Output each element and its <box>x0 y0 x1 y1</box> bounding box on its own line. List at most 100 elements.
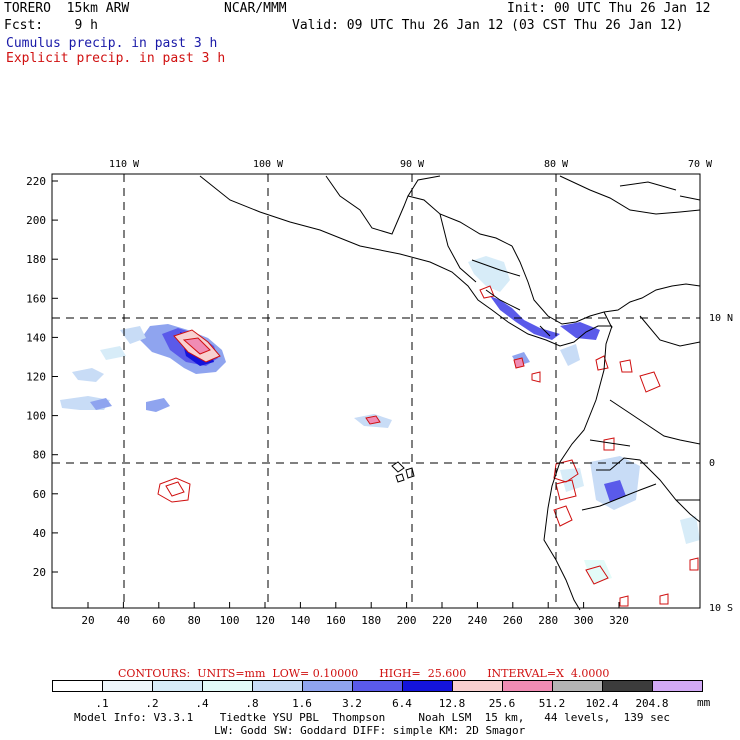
colorbar-label: .1 <box>95 697 109 710</box>
colorbar-swatch <box>502 680 553 692</box>
model-name: TORERO 15km ARW <box>4 1 130 16</box>
x-tick-label: 20 <box>81 614 94 627</box>
explicit-contour <box>182 337 211 355</box>
latitude-label: 10 N <box>709 313 733 324</box>
explicit-contour <box>555 479 577 501</box>
x-tick-label: 240 <box>467 614 487 627</box>
y-tick-label: 40 <box>33 527 46 540</box>
x-tick-label: 180 <box>361 614 381 627</box>
y-tick-label: 200 <box>26 214 46 227</box>
latitude-label: 10 S <box>709 603 733 614</box>
x-tick-label: 80 <box>188 614 201 627</box>
contours-info: CONTOURS: UNITS=mm LOW= 0.10000 HIGH= 25… <box>118 667 610 680</box>
explicit-contour <box>585 565 609 585</box>
organization: NCAR/MMM <box>224 1 287 16</box>
cumulus-area <box>680 516 700 544</box>
colorbar-label: 204.8 <box>635 697 669 710</box>
colorbar-label: .2 <box>145 697 159 710</box>
colorbar-label: 3.2 <box>342 697 362 710</box>
colorbar-label: .4 <box>195 697 209 710</box>
colorbar-swatch <box>152 680 203 692</box>
longitude-label: 90 W <box>400 159 425 170</box>
x-tick-label: 100 <box>220 614 240 627</box>
colorbar-swatch <box>402 680 453 692</box>
cumulus-area <box>560 322 600 340</box>
longitude-label: 80 W <box>544 159 569 170</box>
colorbar-swatch <box>352 680 403 692</box>
valid-time: Valid: 09 UTC Thu 26 Jan 12 (03 CST Thu … <box>292 18 684 33</box>
cumulus-area <box>72 368 104 382</box>
explicit-contour <box>689 557 699 571</box>
map-frame <box>51 173 701 609</box>
explicit-contour <box>639 371 661 393</box>
longitude-label: 70 W <box>688 159 713 170</box>
colorbar-swatch <box>552 680 603 692</box>
y-tick-label: 180 <box>26 253 46 266</box>
cumulus-area <box>120 326 146 344</box>
cumulus-area <box>146 398 170 412</box>
colorbar-swatch <box>52 680 103 692</box>
y-tick-label: 60 <box>33 488 46 501</box>
x-tick-label: 120 <box>255 614 275 627</box>
colorbar-swatch <box>252 680 303 692</box>
longitude-labels: 110 W 100 W 90 W 80 W 70 W <box>109 159 713 170</box>
coastlines <box>199 175 701 611</box>
latitude-label: 0 <box>709 458 715 469</box>
x-tick-label: 320 <box>609 614 629 627</box>
explicit-contour <box>165 481 185 497</box>
colorbar-label: 12.8 <box>438 697 466 710</box>
colorbar-swatch <box>452 680 503 692</box>
colorbar-label: 6.4 <box>392 697 412 710</box>
colorbar-swatch <box>302 680 353 692</box>
explicit-contour <box>513 357 525 369</box>
y-tick-label: 100 <box>26 410 46 423</box>
colorbar-swatch <box>602 680 653 692</box>
x-tick-label: 60 <box>152 614 165 627</box>
y-tick-label: 80 <box>33 449 46 462</box>
colorbar-label: 1.6 <box>292 697 312 710</box>
field-explicit-precip: Explicit precip. in past 3 h <box>6 51 226 66</box>
explicit-precip-contours <box>157 285 699 607</box>
forecast-hour: Fcst: 9 h <box>4 18 98 33</box>
cumulus-area <box>100 346 126 360</box>
explicit-contour <box>531 371 541 383</box>
cumulus-area <box>468 256 510 292</box>
borders <box>439 213 701 501</box>
colorbar-units: mm <box>697 696 711 709</box>
x-tick-label: 280 <box>538 614 558 627</box>
explicit-contour <box>659 593 669 605</box>
explicit-contour <box>553 505 573 527</box>
cumulus-precip-shading <box>60 256 700 584</box>
coastline-caribbean <box>511 245 701 325</box>
x-tick-label: 140 <box>290 614 310 627</box>
colorbar-swatch <box>202 680 253 692</box>
coastline-yucatan <box>407 175 441 197</box>
coastline-cuba <box>559 175 701 215</box>
y-tick-label: 220 <box>26 175 46 188</box>
longitude-label: 100 W <box>253 159 284 170</box>
explicit-contour <box>595 355 609 371</box>
model-info: Model Info: V3.3.1 Tiedtke YSU PBL Thomp… <box>74 711 671 724</box>
coastline-south-america-inner <box>596 457 701 523</box>
coastline-islands <box>619 181 701 201</box>
init-time: Init: 00 UTC Thu 26 Jan 12 <box>507 1 711 16</box>
latlon-grid <box>52 174 700 608</box>
colorbar-label: .8 <box>245 697 259 710</box>
y-ticks: 220 200 180 160 140 120 100 80 60 40 20 <box>26 175 58 579</box>
cumulus-area <box>584 560 612 584</box>
y-tick-label: 20 <box>33 566 46 579</box>
x-tick-label: 300 <box>574 614 594 627</box>
x-tick-label: 220 <box>432 614 452 627</box>
explicit-contour <box>365 415 381 425</box>
coastline-gulf <box>325 175 513 247</box>
longitude-label: 110 W <box>109 159 140 170</box>
x-ticks: 20 40 60 80 100 120 140 160 180 200 220 240 260 280 30… <box>81 602 629 627</box>
y-tick-label: 140 <box>26 331 46 344</box>
field-cumulus-precip: Cumulus precip. in past 3 h <box>6 36 218 51</box>
x-tick-label: 40 <box>117 614 130 627</box>
cumulus-area <box>560 344 580 366</box>
latitude-labels: 10 N 0 10 S <box>709 313 733 614</box>
explicit-contour <box>157 477 191 503</box>
cumulus-area <box>604 480 626 502</box>
